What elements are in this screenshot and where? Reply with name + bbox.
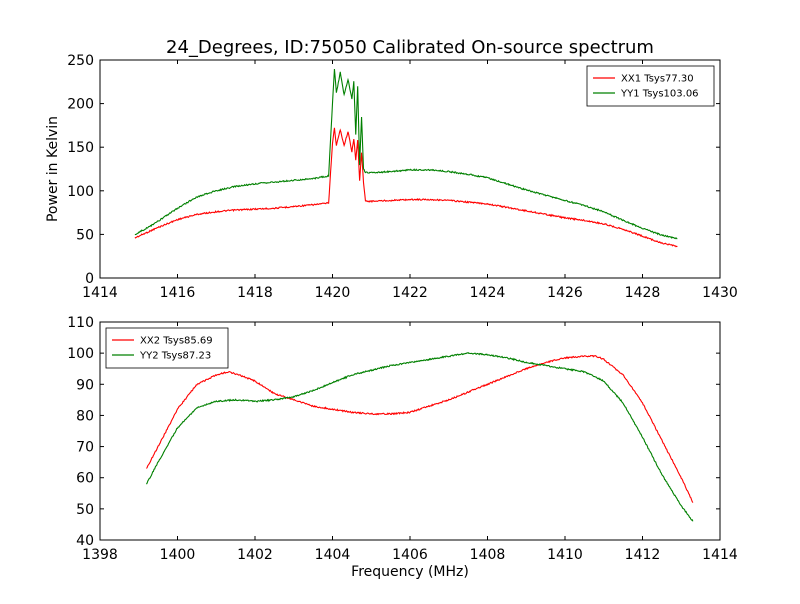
y-tick-label: 100 <box>67 346 94 362</box>
x-tick-label: 1416 <box>160 285 196 301</box>
x-tick-label: 1400 <box>160 547 196 563</box>
y-tick-label: 90 <box>76 377 94 393</box>
y-tick-label: 80 <box>76 408 94 424</box>
x-tick-label: 1424 <box>470 285 506 301</box>
x-tick-label: 1420 <box>315 285 351 301</box>
x-axis-label: Frequency (MHz) <box>351 564 469 580</box>
series-line-2 <box>146 351 694 522</box>
y-tick-label: 60 <box>76 471 94 487</box>
x-tick-label: 1414 <box>702 547 738 563</box>
legend: XX1 Tsys77.30 YY1 Tsys103.06 <box>586 65 715 107</box>
chart-panel-2: 1398 1400 1402 1404 1406 1408 1410 1412 1414 40 50… <box>67 315 738 580</box>
chart-panel-1: 1414 1416 1418 1420 1422 1424 1426 1428 1430 0 50 1… <box>45 53 738 301</box>
series-line-2 <box>134 68 678 240</box>
legend-box <box>586 65 715 107</box>
x-tick-label: 1408 <box>470 547 506 563</box>
y-tick-label: 150 <box>67 140 94 156</box>
series-line-1 <box>134 127 678 248</box>
x-tick-label: 1414 <box>82 285 118 301</box>
x-tick-label: 1410 <box>547 547 583 563</box>
x-tick-label: 1426 <box>547 285 583 301</box>
y-tick-label: 50 <box>76 502 94 518</box>
x-tick-label: 1406 <box>392 547 428 563</box>
legend-label: YY1 Tsys103.06 <box>620 89 699 100</box>
y-tick-label: 110 <box>67 315 94 331</box>
y-tick-label: 40 <box>76 533 94 549</box>
legend: XX2 Tsys85.69 YY2 Tsys87.23 <box>105 327 229 369</box>
x-tick-label: 1398 <box>82 547 118 563</box>
legend-label: XX2 Tsys85.69 <box>140 336 213 347</box>
x-tick-label: 1404 <box>315 547 351 563</box>
legend-label: YY2 Tsys87.23 <box>139 351 211 362</box>
figure-title: 24_Degrees, ID:75050 Calibrated On-sourc… <box>166 37 654 58</box>
legend-label: XX1 Tsys77.30 <box>621 74 694 85</box>
x-tick-label: 1402 <box>237 547 273 563</box>
x-tick-label: 1422 <box>392 285 428 301</box>
legend-box <box>105 327 229 369</box>
y-tick-label: 200 <box>67 97 94 113</box>
y-tick-label: 100 <box>67 184 94 200</box>
x-tick-label: 1418 <box>237 285 273 301</box>
y-tick-label: 70 <box>76 440 94 456</box>
y-tick-label: 0 <box>85 271 94 287</box>
x-tick-label: 1430 <box>702 285 738 301</box>
y-axis-label: Power in Kelvin <box>45 116 61 222</box>
x-tick-label: 1412 <box>625 547 661 563</box>
x-tick-label: 1428 <box>625 285 661 301</box>
series-line-1 <box>146 354 694 503</box>
y-tick-label: 250 <box>67 53 94 69</box>
y-tick-label: 50 <box>76 227 94 243</box>
